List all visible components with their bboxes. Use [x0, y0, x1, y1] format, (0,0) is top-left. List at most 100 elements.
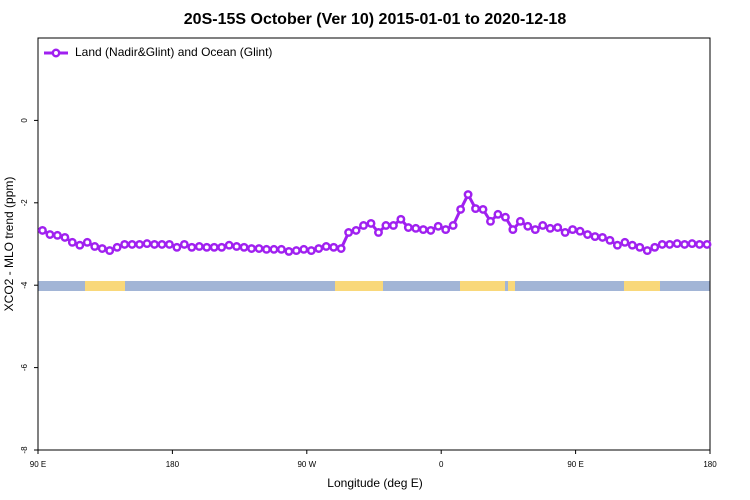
data-point [381, 221, 391, 230]
data-point [276, 244, 286, 254]
data-point [627, 240, 637, 250]
data-point [530, 225, 540, 235]
legend-label: Land (Nadir&Glint) and Ocean (Glint) [75, 45, 272, 59]
land-ocean-strip [38, 281, 710, 291]
data-point [202, 242, 212, 252]
data-point [545, 223, 555, 233]
data-point [120, 239, 130, 249]
data-point [456, 204, 466, 214]
data-point [500, 212, 510, 222]
data-point [366, 218, 376, 228]
land-strip [85, 281, 125, 291]
data-point [374, 228, 383, 237]
land-strip [460, 281, 505, 291]
y-tick-label: 0 [20, 118, 29, 123]
x-axis-label: Longitude (deg E) [327, 476, 422, 490]
data-point [493, 209, 503, 219]
data-point [418, 225, 428, 235]
data-point [306, 246, 316, 256]
data-point [680, 239, 690, 249]
data-point [217, 242, 227, 252]
x-tick-label: 180 [703, 460, 717, 469]
data-point [471, 204, 480, 214]
data-point [702, 239, 712, 249]
land-strip [335, 281, 383, 291]
data-point [187, 242, 197, 252]
data-point [523, 221, 533, 231]
data-point [38, 225, 47, 235]
data-point [388, 221, 398, 230]
chart-title: 20S-15S October (Ver 10) 2015-01-01 to 2… [184, 11, 567, 28]
data-point [515, 216, 525, 226]
data-point [224, 240, 234, 250]
data-point [150, 239, 159, 249]
data-point [672, 239, 682, 249]
y-tick-label: -2 [20, 199, 29, 207]
data-point [448, 221, 458, 230]
data-point [403, 223, 413, 232]
data-point [172, 242, 182, 252]
data-point [90, 242, 100, 251]
data-point [262, 244, 271, 254]
data-point [650, 242, 660, 252]
data-point [486, 216, 495, 226]
data-point [583, 230, 592, 239]
data-point [336, 244, 346, 253]
data-point [695, 239, 704, 249]
data-point [299, 244, 309, 254]
data-point [164, 239, 174, 249]
data-point [284, 246, 294, 256]
data-point [351, 225, 361, 235]
data-point [568, 225, 578, 235]
data-point [560, 228, 570, 237]
y-tick-label: -8 [20, 446, 29, 454]
data-point [665, 239, 675, 249]
data-point [179, 239, 189, 249]
x-tick-label: 180 [166, 460, 180, 469]
data-point [112, 242, 122, 252]
data-point [620, 237, 630, 247]
x-tick-label: 90 E [30, 460, 46, 469]
data-point [157, 239, 167, 249]
data-point [291, 246, 301, 256]
data-point [612, 240, 622, 250]
data-point [433, 221, 443, 231]
y-tick-label: -4 [20, 281, 29, 289]
data-point [344, 228, 354, 237]
data-point [426, 225, 436, 235]
data-point [232, 242, 242, 251]
data-point [359, 221, 368, 230]
data-point [687, 239, 697, 249]
data-point [45, 230, 55, 239]
y-axis-label: XCO2 - MLO trend (ppm) [2, 177, 16, 312]
data-point [329, 242, 339, 252]
data-point [463, 190, 473, 200]
data-point [142, 239, 152, 249]
land-strip [624, 281, 660, 291]
data-point [314, 244, 324, 253]
data-point [247, 244, 256, 253]
data-point [508, 225, 518, 235]
data-point [657, 239, 667, 249]
data-point [60, 232, 70, 242]
data-point [590, 232, 600, 242]
data-point [605, 235, 615, 245]
data-point [269, 244, 279, 254]
data-point [209, 242, 219, 252]
data-point [135, 239, 144, 249]
x-tick-label: 90 E [567, 460, 583, 469]
data-point [396, 214, 406, 224]
data-point [194, 242, 204, 251]
data-point [553, 223, 563, 232]
x-tick-label: 0 [439, 460, 444, 469]
data-point [127, 239, 137, 249]
legend-marker [51, 48, 61, 58]
data-point [52, 230, 62, 240]
data-point [67, 237, 77, 247]
data-point [635, 242, 645, 252]
data-point [575, 226, 585, 236]
data-point [105, 246, 115, 256]
data-point [321, 242, 331, 251]
data-point [441, 225, 451, 235]
